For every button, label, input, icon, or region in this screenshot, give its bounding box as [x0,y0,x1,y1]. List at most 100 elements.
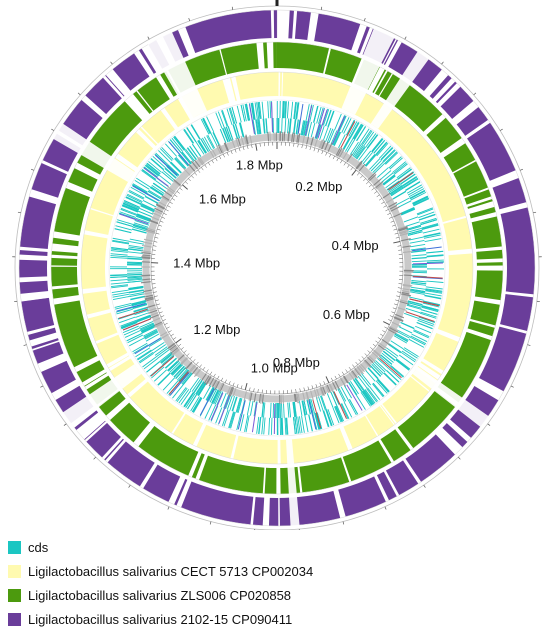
content-bar [355,160,363,169]
cds-feature [395,332,409,341]
minor-tick [183,350,187,354]
ring-yellow-edge [80,71,474,465]
cds-feature [230,411,236,429]
cds-feature [165,143,178,157]
ring-green-gap [81,369,107,387]
cds-feature [197,382,206,396]
cds-feature [135,347,151,358]
cds-feature [115,307,133,313]
cds-feature [334,406,343,423]
cds-feature [426,254,444,257]
ring-purple-gap [424,69,449,97]
cds-feature [383,372,397,386]
content-bar [334,380,340,390]
ring-green-gap [52,231,81,242]
cds-feature [292,417,296,435]
minor-tick [295,389,297,393]
cds-feature [202,137,211,152]
ring-green-gap [125,95,148,120]
cds-feature [355,146,366,159]
cds-feature [409,189,426,199]
cds-feature [236,413,242,431]
cds-feature [141,169,157,181]
cds-feature [160,353,174,364]
cds-feature [174,158,186,170]
cds-feature [170,161,182,173]
content-bar [205,376,212,385]
cds-feature [127,272,143,274]
cds-feature [402,175,417,187]
cds-feature [127,278,143,281]
cds-feature [322,410,329,428]
content-bar [141,244,152,248]
ring-purple-gap [84,421,108,443]
legend-swatch-zls006 [8,588,21,602]
ring-green-gap [297,466,303,494]
cds-feature [382,174,396,185]
cds-feature [178,389,190,404]
cds-feature [407,231,423,236]
content-ring-band [142,133,412,403]
ring-purple-gap [37,354,67,372]
content-bar [295,393,299,403]
cds-feature [342,136,351,151]
minor-tick [247,145,249,150]
cds-feature [123,202,140,210]
content-bar [203,375,210,384]
cds-feature [133,222,149,228]
cds-feature [127,273,143,276]
content-bar [141,257,151,260]
cds-feature [112,239,130,244]
position-label-1-6: 1.6 Mbp [199,191,246,206]
ring-green-edge [50,41,504,495]
cds-feature [231,396,237,412]
cds-feature [200,138,209,152]
cds-feature [353,378,363,392]
content-bar [173,180,181,187]
cds-feature [348,121,358,137]
cds-feature [193,380,203,394]
cds-feature [390,187,404,197]
minor-tick [394,232,399,235]
cds-feature [382,149,396,162]
cds-feature [131,228,147,234]
cds-feature [133,223,149,230]
content-bar [319,387,324,396]
content-bar [336,148,343,157]
cds-feature [145,164,160,176]
content-bar [302,134,306,144]
content-bar [211,379,217,387]
cds-feature [352,143,362,157]
cds-feature [186,127,197,142]
ring-purple-gap [351,23,368,53]
minor-tick [385,209,389,212]
content-bar [348,372,355,380]
cds-feature [396,358,411,370]
cds-feature [189,145,199,159]
ring-yellow-gap [230,434,239,460]
cds-feature-accent [411,246,442,252]
minor-tick [226,152,229,156]
cds-feature [292,119,296,135]
content-bar [197,157,204,166]
content-bar [293,393,297,403]
cds-feature [409,336,426,346]
cds-feature [286,417,289,435]
minor-tick [397,287,402,289]
cds-feature [354,378,364,391]
cds-feature [232,396,238,412]
cds-feature [172,364,184,376]
content-bar [169,344,177,351]
ring-yellow-gap [81,286,107,294]
minor-tick [397,291,401,293]
cds-feature [281,118,283,134]
outer-tick [231,6,234,10]
cds-feature [127,258,143,261]
outer-tick [363,18,366,22]
cds-feature [418,213,436,221]
cds-feature [410,290,425,294]
cds-feature [173,136,185,151]
minor-tick [389,315,394,318]
cds-feature [137,350,153,361]
cds-feature [297,416,301,434]
